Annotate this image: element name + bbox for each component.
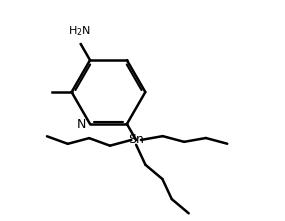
Text: Sn: Sn xyxy=(128,133,144,147)
Text: H$_2$N: H$_2$N xyxy=(68,24,91,38)
Text: N: N xyxy=(77,118,86,131)
